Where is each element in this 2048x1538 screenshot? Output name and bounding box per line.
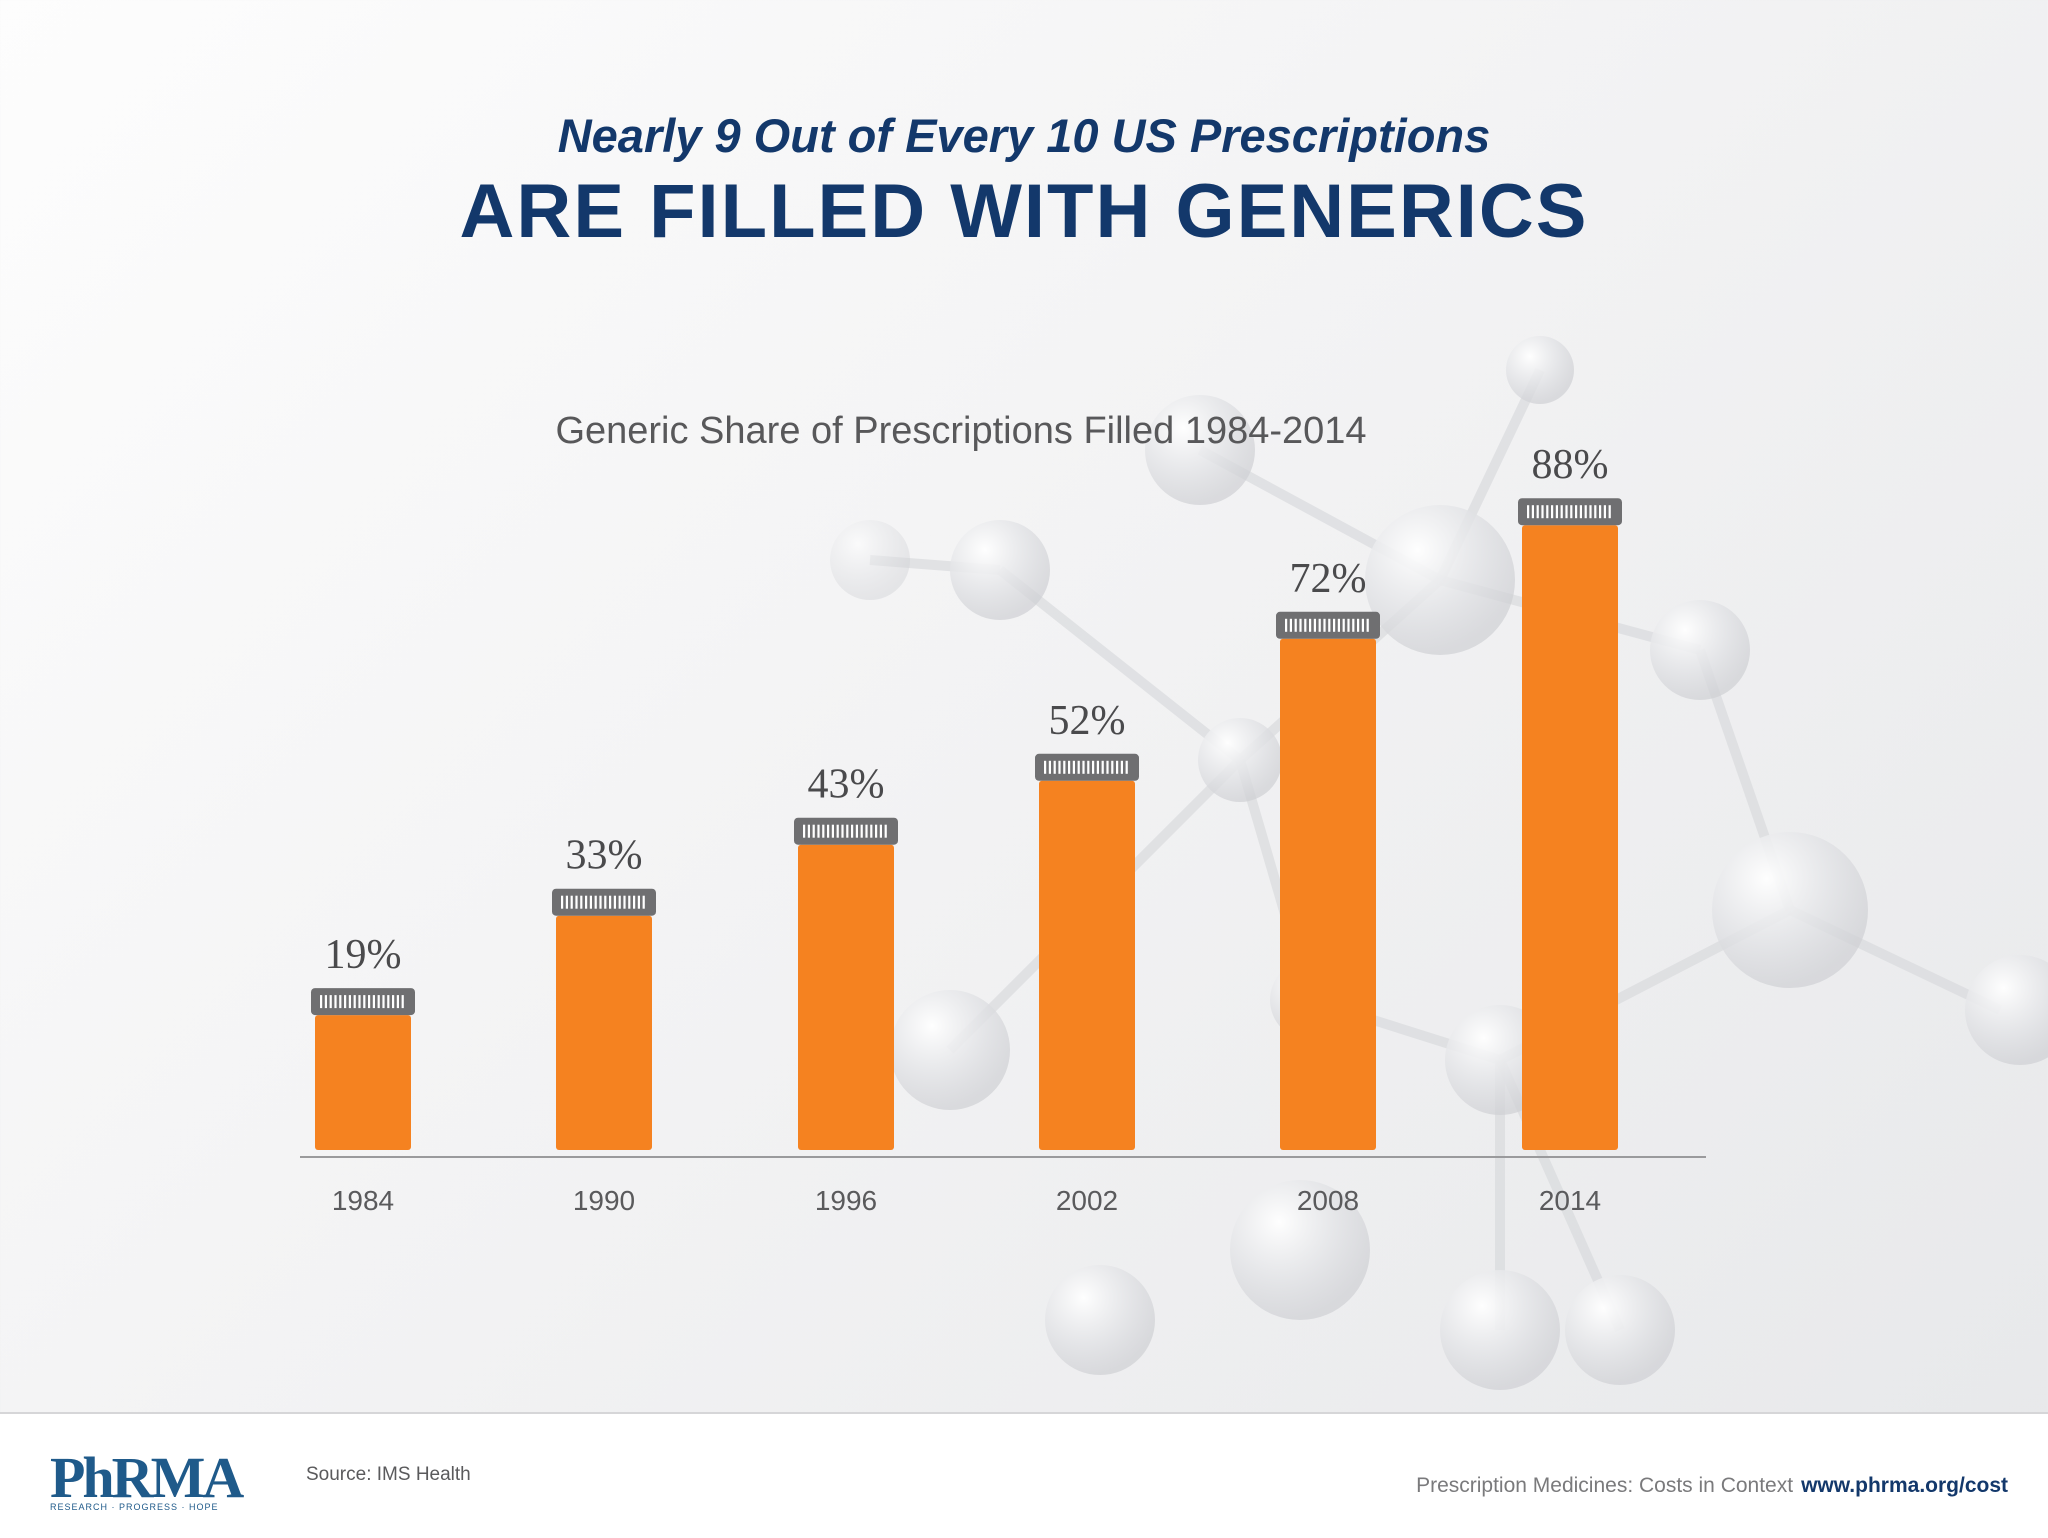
bar-cap-2008 xyxy=(1276,611,1380,639)
bar-2008 xyxy=(1280,638,1376,1150)
x-tick-label-1984: 1984 xyxy=(332,1185,394,1216)
cap-ridges-1990 xyxy=(561,895,645,909)
cap-ridges-1996 xyxy=(803,824,887,838)
x-tick-label-2002: 2002 xyxy=(1056,1185,1118,1216)
chart-subtitle: Nearly 9 Out of Every 10 US Prescription… xyxy=(557,109,1491,162)
cap-ridges-2002 xyxy=(1044,760,1128,774)
chart-title: Generic Share of Prescriptions Filled 19… xyxy=(555,410,1367,452)
footer-link[interactable]: www.phrma.org/cost xyxy=(1801,1474,2008,1497)
value-label-2014: 88% xyxy=(1532,442,1609,488)
bar-2014 xyxy=(1522,525,1618,1150)
bar-cap-2002 xyxy=(1035,753,1139,781)
bar-1984 xyxy=(315,1015,411,1150)
bar-2002 xyxy=(1039,780,1135,1150)
x-tick-label-2008: 2008 xyxy=(1297,1185,1359,1216)
x-tick-label-2014: 2014 xyxy=(1539,1185,1601,1216)
bar-cap-1990 xyxy=(552,888,656,916)
value-label-2008: 72% xyxy=(1290,556,1367,602)
phrma-logo[interactable]: PhRMA RESEARCH · PROGRESS · HOPE xyxy=(50,1444,244,1512)
x-tick-label-1996: 1996 xyxy=(815,1185,877,1216)
value-label-2002: 52% xyxy=(1049,698,1126,744)
bar-1990 xyxy=(556,915,652,1150)
logo-wordmark: PhRMA xyxy=(50,1445,244,1510)
cap-ridges-2014 xyxy=(1527,505,1611,519)
footer: PhRMA RESEARCH · PROGRESS · HOPE Source:… xyxy=(0,1412,2048,1538)
source-note: Source: IMS Health xyxy=(306,1464,471,1485)
bar-cap-1984 xyxy=(311,988,415,1016)
bar-cap-2014 xyxy=(1518,498,1622,526)
x-tick-label-1990: 1990 xyxy=(573,1185,635,1216)
value-label-1984: 19% xyxy=(325,932,402,978)
cap-ridges-1984 xyxy=(320,995,404,1009)
bar-cap-1996 xyxy=(794,817,898,845)
value-label-1996: 43% xyxy=(808,762,885,808)
logo-tagline: RESEARCH · PROGRESS · HOPE xyxy=(50,1502,219,1512)
cap-ridges-2008 xyxy=(1285,618,1369,632)
chart-headline: ARE FILLED WITH GENERICS xyxy=(459,169,1589,254)
footer-context: Prescription Medicines: Costs in Context… xyxy=(1416,1474,2008,1498)
context-text: Prescription Medicines: Costs in Context xyxy=(1416,1474,1794,1497)
bar-chart: 19% 1984 33% 1990 43% 1996 52% 2002 72% 2008 88% 20… xyxy=(300,442,1706,1216)
value-label-1990: 33% xyxy=(566,833,643,879)
bar-1996 xyxy=(798,844,894,1150)
